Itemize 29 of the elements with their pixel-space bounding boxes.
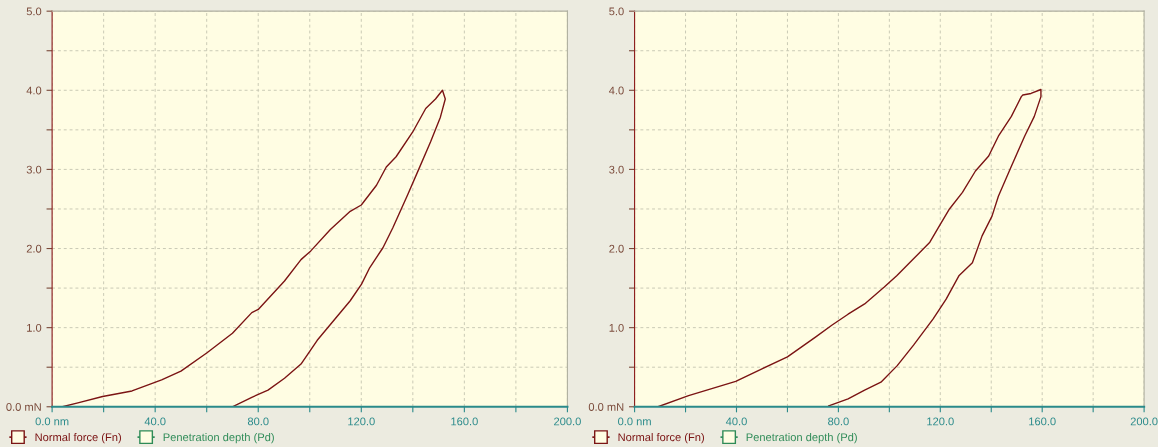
- x-tick-label: 80.0: [828, 417, 849, 426]
- x-tick-label: 40.0: [144, 417, 166, 426]
- y-tick-label: 1.0: [27, 323, 42, 332]
- y-tick-label: 3.0: [26, 165, 42, 174]
- x-tick-label: 120.0: [927, 417, 954, 426]
- legend-label: Normal force (Fn): [618, 432, 704, 444]
- x-tick-label: 200.0: [1130, 417, 1158, 426]
- legend-label: Penetration depth (Pd): [163, 432, 274, 444]
- x-tick-label: 0.0 nm: [35, 417, 69, 426]
- y-tick-label: 2.0: [609, 244, 624, 253]
- x-tick-label: 160.0: [451, 417, 478, 426]
- y-tick-label: 2.0: [26, 244, 42, 253]
- x-tick-label: 40.0: [725, 417, 747, 426]
- y-tick-label: 4.0: [608, 86, 624, 95]
- legend-label: Normal force (Fn): [35, 432, 121, 444]
- y-tick-label: 5.0: [26, 7, 42, 16]
- x-tick-label: 120.0: [348, 417, 375, 426]
- x-tick-label: 0.0 nm: [618, 417, 651, 426]
- y-tick-label: 4.0: [26, 86, 42, 95]
- x-tick-label: 200.0: [554, 417, 581, 426]
- y-tick-label: 1.0: [609, 323, 624, 332]
- y-tick-label: 3.0: [609, 165, 624, 174]
- y-tick-label: 0.0 mN: [6, 403, 41, 411]
- x-tick-label: 160.0: [1029, 417, 1056, 426]
- y-tick-label: 5.0: [609, 7, 624, 16]
- legend-label: Penetration depth (Pd): [746, 432, 857, 444]
- x-tick-label: 80.0: [247, 417, 269, 426]
- line-series: [657, 88, 1042, 407]
- y-tick-label: 0.0 mN: [588, 403, 624, 411]
